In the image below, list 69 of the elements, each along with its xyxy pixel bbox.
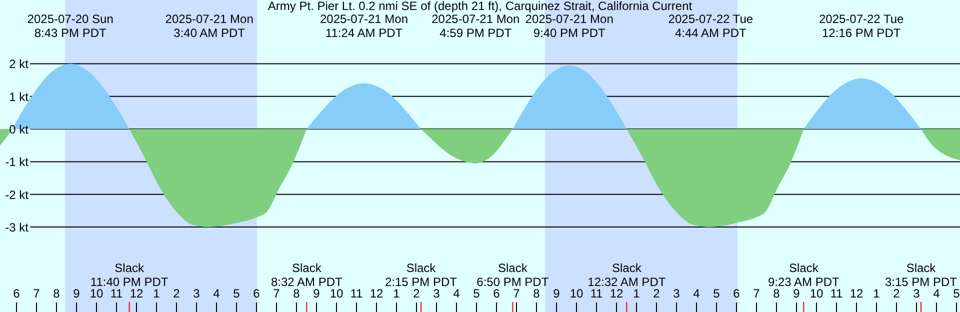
y-tick-label: 0 kt <box>9 122 30 137</box>
x-tick-label: 10 <box>90 286 104 300</box>
annotation: Slack 8:32 AM PDT <box>270 261 344 289</box>
annotation: Slack 11:40 PM PDT <box>90 261 169 289</box>
x-tick-label: 5 <box>713 286 720 300</box>
x-tick-label: 3 <box>913 286 920 300</box>
x-tick-label: 8 <box>773 286 780 300</box>
y-tick-label: -3 kt <box>5 220 30 235</box>
x-tick-label: 9 <box>73 286 80 300</box>
annotation: Slack 2:15 PM PDT <box>384 261 458 289</box>
x-tick-label: 6 <box>733 286 740 300</box>
annotation: 2025-07-21 Mon 3:40 AM PDT <box>165 12 254 40</box>
x-tick-label: 12 <box>850 286 864 300</box>
annotation: Slack 3:15 PM PDT <box>884 261 958 289</box>
x-tick-label: 5 <box>953 286 960 300</box>
chart-title: Army Pt. Pier Lt. 0.2 nmi SE of (depth 21 ft), Carquinez Strait, California Current <box>268 0 693 13</box>
x-tick-label: 9 <box>313 286 320 300</box>
x-tick-label: 10 <box>570 286 584 300</box>
x-tick-label: 12 <box>610 286 624 300</box>
x-tick-label: 6 <box>13 286 20 300</box>
y-tick-label: 2 kt <box>9 57 30 72</box>
x-tick-label: 10 <box>810 286 824 300</box>
x-tick-label: 4 <box>453 286 460 300</box>
y-tick-label: -1 kt <box>5 155 30 170</box>
annotation: Slack 9:23 AM PDT <box>768 261 840 289</box>
x-tick-label: 3 <box>433 286 440 300</box>
annotation: 2025-07-20 Sun 8:43 PM PDT <box>27 12 114 40</box>
annotation: Slack 6:50 PM PDT <box>476 261 550 289</box>
x-tick-label: 11 <box>110 286 124 300</box>
x-tick-label: 11 <box>830 286 844 300</box>
x-tick-label: 12 <box>370 286 384 300</box>
x-tick-label: 5 <box>233 286 240 300</box>
x-tick-label: 2 <box>173 286 180 300</box>
x-tick-label: 9 <box>793 286 800 300</box>
x-tick-label: 11 <box>350 286 364 300</box>
x-tick-label: 6 <box>493 286 500 300</box>
x-tick-label: 8 <box>293 286 300 300</box>
x-tick-label: 7 <box>33 286 40 300</box>
annotation: 2025-07-22 Tue 4:44 AM PDT <box>668 12 754 40</box>
x-tick-label: 11 <box>590 286 604 300</box>
x-tick-label: 4 <box>693 286 700 300</box>
x-tick-label: 1 <box>393 286 400 300</box>
x-tick-label: 5 <box>473 286 480 300</box>
annotation: 2025-07-22 Tue 12:16 PM PDT <box>818 12 904 40</box>
x-tick-label: 1 <box>153 286 160 300</box>
x-tick-label: 7 <box>513 286 520 300</box>
y-tick-label: -2 kt <box>5 188 30 202</box>
x-tick-label: 8 <box>533 286 540 300</box>
annotation: Slack 12:32 AM PDT <box>588 261 666 289</box>
y-tick-label: 1 kt <box>9 90 30 104</box>
x-tick-label: 1 <box>873 286 880 300</box>
x-tick-label: 2 <box>893 286 900 300</box>
x-tick-label: 6 <box>253 286 260 300</box>
x-tick-label: 1 <box>633 286 640 300</box>
x-tick-label: 3 <box>673 286 680 300</box>
x-tick-label: 9 <box>553 286 560 300</box>
x-tick-label: 3 <box>193 286 200 300</box>
annotation: 2025-07-21 Mon 9:40 PM PDT <box>525 12 614 40</box>
x-tick-label: 4 <box>213 286 220 300</box>
x-tick-label: 8 <box>53 286 60 300</box>
x-tick-label: 12 <box>130 286 144 300</box>
x-tick-label: 2 <box>413 286 420 300</box>
x-tick-label: 7 <box>273 286 280 300</box>
annotation: 2025-07-21 Mon 11:24 AM PDT <box>320 12 408 40</box>
x-tick-label: 4 <box>933 286 940 300</box>
x-tick-label: 10 <box>330 286 344 300</box>
x-tick-label: 2 <box>653 286 660 300</box>
x-tick-label: 7 <box>753 286 760 300</box>
annotation: 2025-07-21 Mon 4:59 PM PDT <box>432 12 520 40</box>
